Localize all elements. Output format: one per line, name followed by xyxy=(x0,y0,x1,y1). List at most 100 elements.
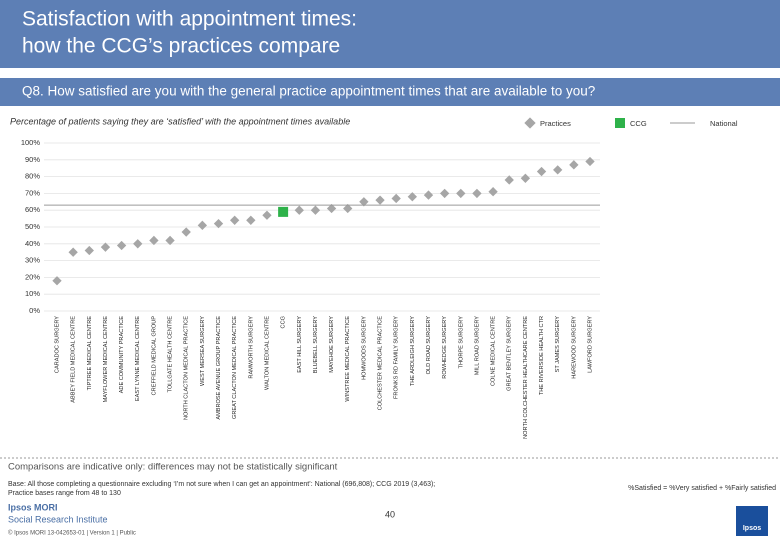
x-tick-label: MAYFLOWER MEDICAL CENTRE xyxy=(103,316,109,403)
practice-point xyxy=(439,188,450,199)
practice-point xyxy=(407,192,418,202)
practice-point xyxy=(488,187,498,197)
logo: Ipsos xyxy=(743,525,761,532)
practice-point xyxy=(197,220,208,230)
y-tick-label: 100% xyxy=(21,138,41,147)
x-tick-label: FRONKS RD FAMILY SURGERY xyxy=(394,316,400,399)
brand: Social Research Institute xyxy=(8,514,108,524)
x-tick-label: ROWHEDGE SURGERY xyxy=(442,316,448,379)
y-tick-label: 40% xyxy=(25,239,40,248)
practice-point xyxy=(569,160,579,170)
x-tick-label: OLD ROAD SURGERY xyxy=(426,316,432,375)
subtitle: Percentage of patients saying they are ‘… xyxy=(10,116,350,126)
practice-point xyxy=(310,205,321,215)
practice-point xyxy=(149,235,159,246)
x-tick-label: LAWFORD SURGERY xyxy=(587,316,593,373)
practice-point xyxy=(68,247,78,257)
base: Practice bases range from 48 to 130 xyxy=(8,490,121,497)
y-tick-label: 90% xyxy=(25,155,40,164)
practice-point xyxy=(294,205,304,215)
y-tick-label: 70% xyxy=(25,188,40,197)
x-tick-label: MAYEHOE SURGERY xyxy=(329,316,335,373)
x-tick-label: COLCHESTER MEDICAL PRACTICE xyxy=(378,316,384,411)
practice-point xyxy=(116,240,127,251)
practice-point xyxy=(504,175,514,185)
definition: %Satisfied = %Very satisfied + %Fairly s… xyxy=(628,485,776,492)
x-tick-label: CREFFIELD MEDICAL GROUP xyxy=(151,316,157,396)
copyright: © Ipsos MORI 13-042653-01 | Version 1 | … xyxy=(8,530,136,537)
legend-marker xyxy=(524,117,536,129)
logo-box xyxy=(736,506,768,536)
title: how the CCG’s practices compare xyxy=(22,35,340,58)
ccg-point xyxy=(278,206,289,217)
practice-point xyxy=(326,203,337,214)
x-tick-label: TIPTREE MEDICAL CENTRE xyxy=(87,316,93,391)
practice-point xyxy=(423,190,434,200)
practice-point xyxy=(100,242,111,252)
practice-point xyxy=(213,218,224,229)
practice-point xyxy=(343,203,353,214)
practice-point xyxy=(553,165,563,175)
practice-point xyxy=(165,235,175,246)
practice-point xyxy=(520,173,531,183)
x-tick-label: GREAT CLACTON MEDICAL PRACTICE xyxy=(232,316,238,419)
note: Comparisons are indicative only: differe… xyxy=(8,462,338,473)
x-tick-label: RAMWORTH SURGERY xyxy=(248,316,254,379)
practice-point xyxy=(536,166,547,177)
x-tick-label: ADE COMMUNITY PRACTICE xyxy=(119,316,125,394)
practice-point xyxy=(181,227,191,237)
y-tick-label: 80% xyxy=(25,172,40,181)
practice-point xyxy=(359,197,369,207)
title: Satisfaction with appointment times: xyxy=(22,8,357,31)
title-bar xyxy=(0,0,780,68)
x-tick-label: WINSTREE MEDICAL PRACTICE xyxy=(345,316,351,402)
x-tick-label: ST JAMES SURGERY xyxy=(555,316,561,373)
practice-point xyxy=(391,193,401,204)
legend-marker xyxy=(615,118,625,128)
x-tick-label: NORTH COLCHESTER HEALTHCARE CENTRE xyxy=(523,316,529,439)
x-tick-label: HAREWOOD SURGERY xyxy=(571,316,577,379)
legend-label: National xyxy=(710,119,738,128)
legend-label: Practices xyxy=(540,119,571,128)
x-tick-label: WALTON MEDICAL CENTRE xyxy=(264,316,270,390)
x-tick-label: GREAT BENTLEY SURGERY xyxy=(507,316,513,391)
practice-point xyxy=(133,239,143,249)
practice-point xyxy=(84,245,94,256)
practice-point xyxy=(456,188,466,199)
x-tick-label: COLNE MEDICAL CENTRE xyxy=(491,316,497,386)
question: Q8. How satisfied are you with the gener… xyxy=(22,84,595,99)
legend-label: CCG xyxy=(630,119,647,128)
x-tick-label: NORTH CLACTON MEDICAL PRACTICE xyxy=(184,316,190,420)
practice-point xyxy=(585,156,595,167)
x-tick-label: WEST MERSEA SURGERY xyxy=(200,316,206,386)
y-tick-label: 20% xyxy=(25,272,40,281)
brand: Ipsos MORI xyxy=(8,502,58,512)
x-tick-label: HOMWOODS SURGERY xyxy=(361,316,367,380)
x-tick-label: EAST HILL SURGERY xyxy=(297,316,303,373)
x-tick-label: THORPE SURGERY xyxy=(458,316,464,369)
x-tick-label: THE RIVERSIDE HEALTH CTR xyxy=(539,316,545,395)
practice-point xyxy=(375,195,385,205)
y-tick-label: 60% xyxy=(25,205,40,214)
practice-point xyxy=(52,276,62,286)
x-tick-label: BLUEBELL SURGERY xyxy=(313,316,319,373)
x-tick-label: CARADOC SURGERY xyxy=(54,316,60,373)
practice-point xyxy=(246,215,256,225)
base: Base: All those completing a questionnai… xyxy=(8,481,435,488)
page-number: 40 xyxy=(385,509,395,519)
practice-point xyxy=(229,215,240,225)
question-bar xyxy=(0,78,780,106)
practice-point xyxy=(262,210,272,220)
x-tick-label: MILL ROAD SURGERY xyxy=(474,316,480,375)
x-tick-label: EAST LYNNE MEDICAL CENTRE xyxy=(135,316,141,401)
y-tick-label: 10% xyxy=(25,289,40,298)
x-tick-label: AMBROSE AVENUE GROUP PRACTICE xyxy=(216,316,222,420)
x-tick-label: THE ARDLEIGH SURGERY xyxy=(410,316,416,386)
practice-point xyxy=(472,188,482,199)
x-tick-label: ABBEY FIELD MEDICAL CENTRE xyxy=(71,316,77,403)
y-tick-label: 30% xyxy=(25,256,40,265)
x-tick-label: CCG xyxy=(281,316,287,328)
y-tick-label: 50% xyxy=(25,222,40,231)
